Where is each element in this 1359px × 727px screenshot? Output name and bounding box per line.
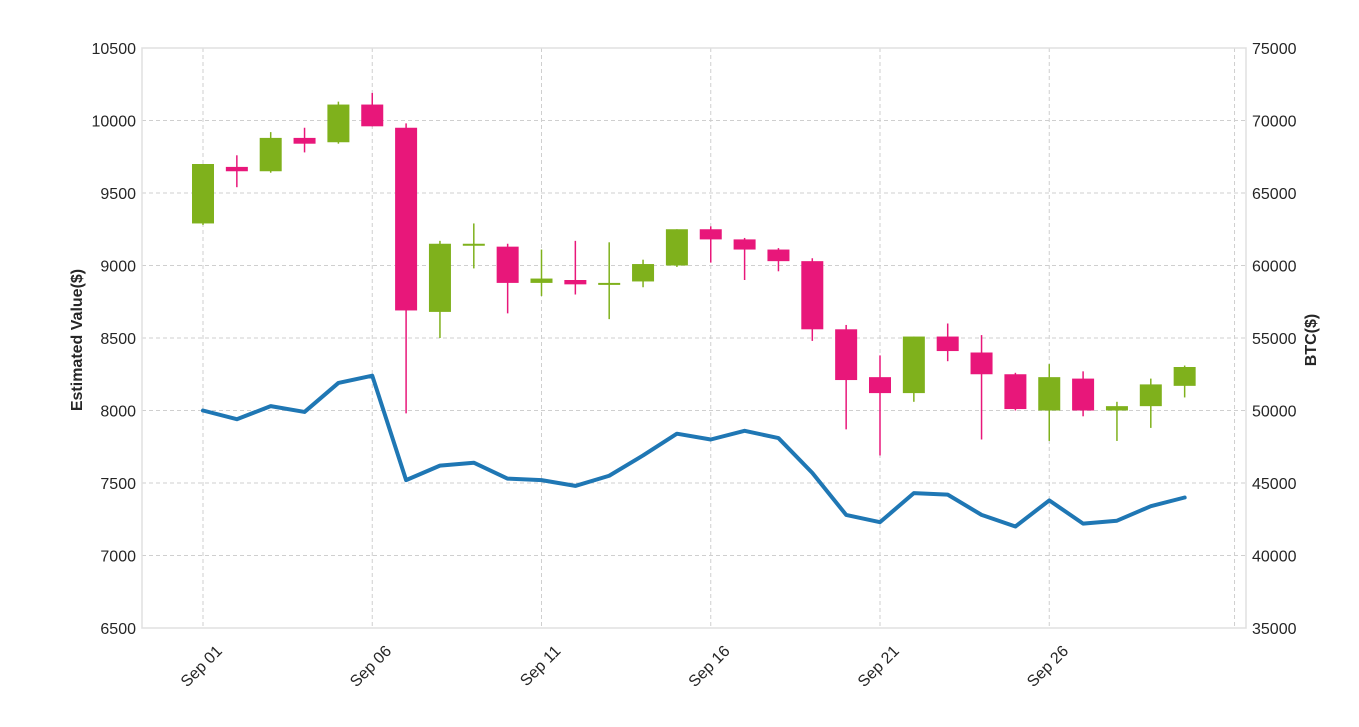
y-left-tick-label: 9000 xyxy=(100,259,136,276)
candle-body-down xyxy=(395,127,418,311)
candle-body-up xyxy=(327,104,350,143)
candle-body-up xyxy=(598,282,621,285)
candle-body-down xyxy=(733,239,756,250)
candle-layer xyxy=(192,92,1196,456)
candle-body-up xyxy=(632,264,655,282)
candle-body-down xyxy=(225,166,248,172)
y-left-tick-label: 7000 xyxy=(100,549,136,566)
x-tick-label: Sep 26 xyxy=(1024,643,1072,691)
candle-body-down xyxy=(1004,374,1027,410)
candle-body-down xyxy=(767,249,790,262)
candle-body-down xyxy=(801,261,824,330)
y-right-tick-label: 35000 xyxy=(1252,621,1297,638)
y-right-tick-label: 55000 xyxy=(1252,331,1297,348)
candle-body-down xyxy=(835,329,858,381)
y-right-tick-label: 60000 xyxy=(1252,259,1297,276)
y-left-tick-label: 10000 xyxy=(92,114,137,131)
candle-body-up xyxy=(1139,384,1162,407)
y-right-tick-label: 50000 xyxy=(1252,404,1297,421)
y-right-tick-label: 40000 xyxy=(1252,549,1297,566)
candle-body-down xyxy=(496,246,519,283)
candle-body-up xyxy=(259,137,282,172)
btc-price-line xyxy=(201,373,1187,529)
y-right-tick-label: 65000 xyxy=(1252,186,1297,203)
candle-body-down xyxy=(564,280,587,285)
candle-body-down xyxy=(361,104,384,127)
candle-body-down xyxy=(970,352,993,375)
x-tick-label: Sep 21 xyxy=(855,643,903,691)
x-tick-label: Sep 01 xyxy=(178,643,226,691)
candle-body-up xyxy=(1105,406,1128,411)
candle-body-up xyxy=(192,164,214,224)
y-right-tick-label: 45000 xyxy=(1252,476,1297,493)
right-axis-title: BTC($) xyxy=(1303,314,1320,366)
y-left-tick-label: 6500 xyxy=(100,621,136,638)
grid-layer xyxy=(142,47,1246,629)
x-tick-label: Sep 11 xyxy=(517,643,564,690)
candle-body-down xyxy=(1072,378,1095,411)
y-left-tick-label: 8000 xyxy=(100,404,136,421)
candle-body-down xyxy=(936,336,959,352)
candle-body-up xyxy=(1173,367,1196,386)
y-left-tick-label: 10500 xyxy=(92,41,137,58)
candle-body-up xyxy=(530,278,553,283)
candle-body-up xyxy=(665,229,688,266)
candle-body-down xyxy=(869,377,891,394)
y-right-tick-label: 75000 xyxy=(1252,41,1297,58)
candle-body-up xyxy=(902,336,925,394)
x-tick-label: Sep 06 xyxy=(347,643,395,691)
y-left-tick-label: 8500 xyxy=(100,331,136,348)
candle-body-down xyxy=(293,137,316,144)
candle-body-down xyxy=(699,229,722,240)
left-axis-title: Estimated Value($) xyxy=(69,269,86,411)
candle-body-up xyxy=(428,243,451,312)
y-right-tick-label: 70000 xyxy=(1252,114,1297,131)
plot-frame xyxy=(141,47,1247,629)
candle-body-up xyxy=(462,243,485,246)
y-left-tick-label: 9500 xyxy=(100,186,136,203)
candle-body-up xyxy=(1038,377,1061,411)
y-left-tick-label: 7500 xyxy=(100,476,136,493)
x-tick-label: Sep 16 xyxy=(686,643,734,691)
btc-line-layer xyxy=(201,373,1187,529)
